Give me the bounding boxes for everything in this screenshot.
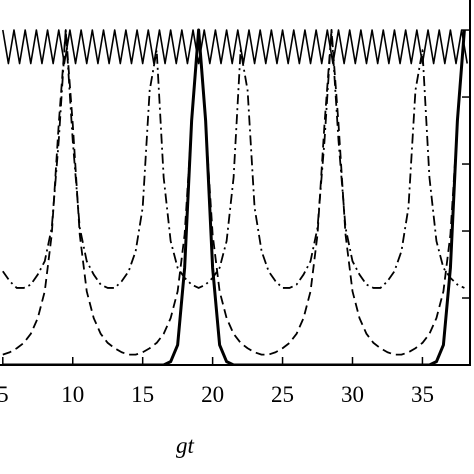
x-tick-label: 25	[271, 382, 294, 407]
x-tick-label: 20	[201, 382, 224, 407]
x-axis-label: gt	[176, 433, 195, 458]
series-line	[2, 28, 466, 365]
plot-area	[2, 28, 468, 365]
x-tick-label: 10	[61, 382, 84, 407]
series-line	[2, 29, 468, 65]
series-line	[2, 29, 466, 356]
x-tick-label: 30	[341, 382, 364, 407]
x-tick-label: 15	[131, 382, 154, 407]
x-tick-label: 5	[0, 382, 9, 407]
x-tick-label: 35	[411, 382, 434, 407]
series-line	[2, 29, 465, 289]
